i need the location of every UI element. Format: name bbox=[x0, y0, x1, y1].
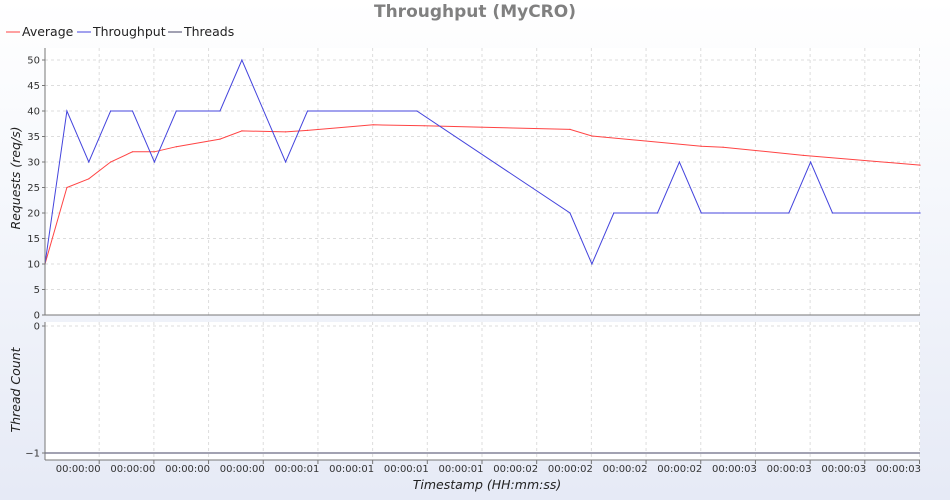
top-y-tick-label: 45 bbox=[27, 81, 40, 92]
data-point-average bbox=[919, 164, 921, 166]
legend-label-threads: Threads bbox=[183, 24, 234, 39]
bottom-y-ticks: 0 −1 bbox=[25, 322, 45, 460]
data-point-average bbox=[306, 129, 309, 131]
x-axis-label: Timestamp (HH:mm:ss) bbox=[413, 477, 562, 492]
top-y-tick-label: 35 bbox=[27, 132, 40, 143]
data-point-throughput bbox=[153, 161, 155, 163]
top-y-tick-label: 15 bbox=[27, 234, 40, 245]
top-y-tick-label: 5 bbox=[34, 285, 40, 296]
data-point-average bbox=[285, 131, 287, 133]
x-tick-label: 00:00:01 bbox=[439, 464, 484, 475]
x-tick-label: 00:00:03 bbox=[876, 464, 921, 475]
x-tick-label: 00:00:01 bbox=[384, 464, 429, 475]
bottom-plot: 0−1 00:00:00 00:00:00 00:00:00 00:00:00 00:0… bbox=[8, 322, 921, 493]
legend-label-throughput: Throughput bbox=[92, 24, 166, 39]
data-point-throughput bbox=[656, 212, 659, 214]
data-point-average bbox=[802, 154, 804, 156]
data-point-average bbox=[372, 124, 374, 126]
data-point-throughput bbox=[416, 110, 418, 112]
data-point-average bbox=[241, 130, 243, 132]
top-y-ticks: 0 5 10 15 20 25 30 35 40 45 50 bbox=[27, 56, 45, 322]
data-point-average bbox=[423, 125, 425, 127]
legend: Average Throughput Threads bbox=[6, 24, 234, 39]
data-point-throughput bbox=[175, 110, 177, 112]
data-point-average bbox=[88, 178, 90, 180]
data-point-throughput bbox=[88, 161, 90, 163]
x-ticks: 00:00:00 00:00:00 00:00:00 00:00:00 00:00:01… bbox=[56, 460, 921, 475]
data-point-throughput bbox=[788, 212, 790, 214]
data-point-average bbox=[569, 128, 571, 130]
top-y-tick-label: 40 bbox=[27, 107, 40, 118]
top-plot: 0 5 10 15 20 25 30 35 40 45 50 Requests (req/s) bbox=[8, 48, 921, 322]
data-point-average bbox=[175, 146, 177, 148]
data-point-average bbox=[110, 161, 112, 163]
x-tick-label: 00:00:03 bbox=[821, 464, 866, 475]
x-tick-label: 00:00:02 bbox=[493, 464, 538, 475]
data-point-average bbox=[219, 138, 221, 140]
data-point-throughput bbox=[569, 212, 571, 214]
x-tick-label: 00:00:00 bbox=[110, 464, 155, 475]
data-point-throughput bbox=[219, 110, 221, 112]
bottom-y-tick-label: −1 bbox=[25, 449, 40, 460]
x-tick-label: 00:00:02 bbox=[548, 464, 593, 475]
data-point-throughput bbox=[700, 212, 702, 214]
data-point-average bbox=[153, 151, 155, 153]
data-point-average bbox=[66, 186, 68, 189]
data-point-throughput bbox=[131, 110, 134, 112]
bottom-y-tick-label: 0 bbox=[34, 322, 40, 333]
data-point-throughput bbox=[306, 110, 309, 112]
x-tick-label: 00:00:03 bbox=[767, 464, 812, 475]
top-y-tick-label: 25 bbox=[27, 183, 40, 194]
x-tick-label: 00:00:00 bbox=[165, 464, 210, 475]
top-y-tick-label: 0 bbox=[34, 311, 40, 322]
top-y-tick-label: 30 bbox=[27, 158, 40, 169]
x-tick-label: 00:00:03 bbox=[712, 464, 757, 475]
data-point-average bbox=[722, 146, 724, 148]
data-point-throughput bbox=[831, 212, 834, 214]
chart-title: Throughput (MyCRO) bbox=[374, 2, 576, 22]
data-point-throughput bbox=[285, 161, 287, 163]
x-tick-label: 00:00:02 bbox=[657, 464, 702, 475]
bottom-y-axis-label: Thread Count bbox=[8, 346, 23, 432]
x-tick-label: 00:00:01 bbox=[274, 464, 319, 475]
data-point-throughput bbox=[919, 212, 921, 214]
top-y-axis-label: Requests (req/s) bbox=[8, 126, 23, 229]
x-tick-label: 00:00:00 bbox=[220, 464, 265, 475]
data-point-throughput bbox=[66, 110, 68, 112]
data-point-throughput bbox=[678, 161, 681, 163]
data-point-throughput bbox=[613, 212, 615, 214]
top-y-tick-label: 50 bbox=[27, 56, 40, 67]
x-tick-label: 00:00:00 bbox=[56, 464, 101, 475]
x-tick-label: 00:00:01 bbox=[329, 464, 374, 475]
data-point-throughput bbox=[591, 263, 593, 265]
data-point-throughput bbox=[241, 59, 243, 61]
data-point-throughput bbox=[722, 212, 724, 214]
data-point-average bbox=[591, 135, 593, 137]
legend-label-average: Average bbox=[22, 24, 74, 39]
data-point-throughput bbox=[810, 161, 812, 163]
data-point-throughput bbox=[110, 110, 112, 112]
top-y-tick-label: 10 bbox=[27, 260, 40, 271]
top-y-tick-label: 20 bbox=[27, 209, 40, 220]
data-point-average bbox=[131, 151, 134, 153]
data-point-average bbox=[700, 145, 702, 147]
x-tick-label: 00:00:02 bbox=[603, 464, 648, 475]
